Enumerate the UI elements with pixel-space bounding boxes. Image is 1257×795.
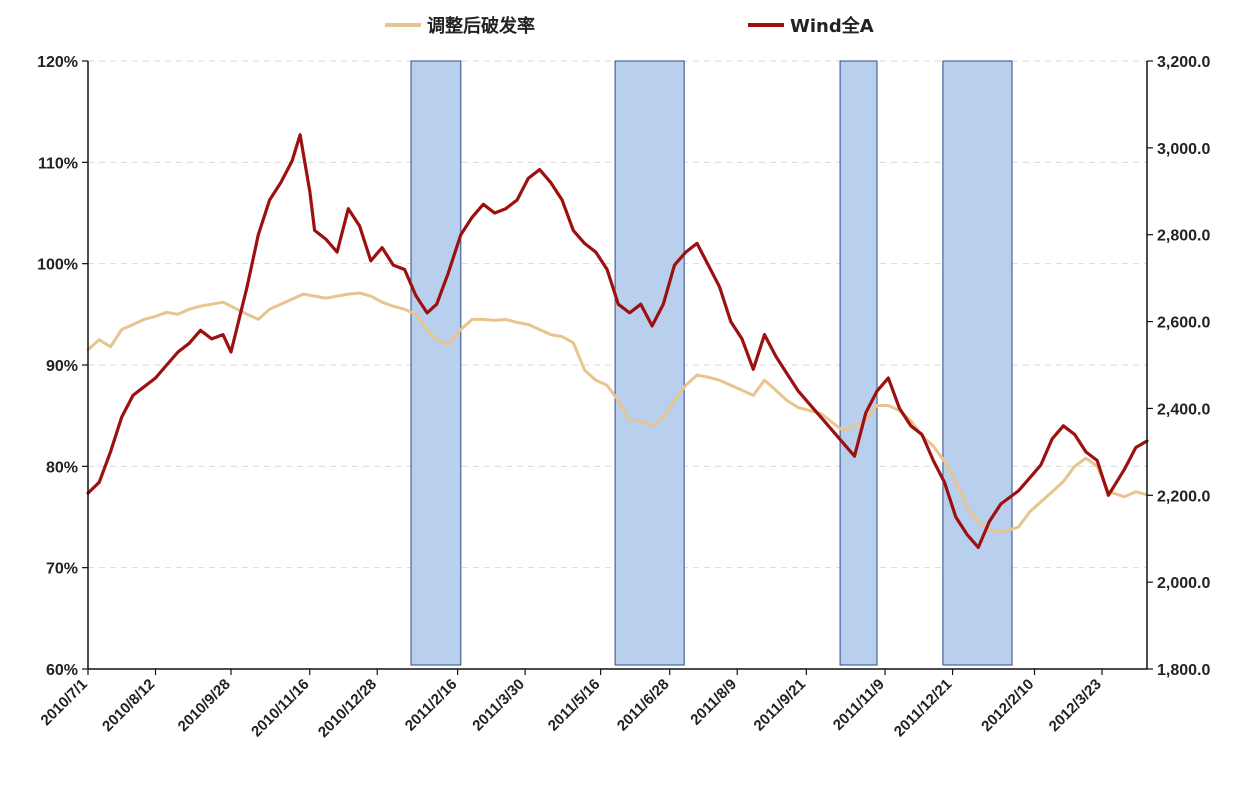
x-tick-label: 2010/9/28 [175, 676, 234, 735]
left-tick-label: 90% [46, 358, 78, 375]
x-tick-label: 2011/5/16 [545, 676, 604, 735]
left-tick-label: 80% [46, 459, 78, 476]
right-tick-label: 1,800.0 [1157, 662, 1210, 679]
x-tick-label: 2011/11/9 [830, 676, 888, 734]
legend-label-1: 调整后破发率 [427, 15, 535, 37]
x-tick-label: 2010/11/16 [248, 676, 313, 741]
series-line-break-rate [86, 291, 1149, 534]
right-tick-label: 3,000.0 [1157, 141, 1210, 158]
x-tick-label: 2011/6/28 [614, 676, 673, 735]
legend-label-2: Wind全A [790, 15, 874, 37]
left-tick-label: 110% [38, 155, 78, 172]
x-tick-label: 2011/2/16 [402, 676, 461, 735]
left-tick-label: 60% [46, 662, 78, 679]
shaded-period-4 [942, 60, 1013, 666]
right-tick-label: 2,200.0 [1157, 488, 1210, 505]
x-tick-label: 2010/7/1 [38, 676, 91, 729]
series-line-wind-a [86, 133, 1149, 549]
left-tick-label: 120% [37, 54, 78, 71]
right-tick-label: 2,600.0 [1157, 315, 1210, 332]
x-tick-label: 2010/12/28 [315, 676, 380, 741]
shaded-period-1 [410, 60, 462, 666]
x-tick-label: 2012/2/10 [978, 676, 1037, 735]
x-tick-label: 2011/9/21 [751, 676, 810, 735]
x-tick-label: 2010/8/12 [99, 676, 158, 735]
right-tick-label: 2,400.0 [1157, 401, 1210, 418]
x-tick-label: 2011/8/9 [687, 676, 740, 729]
right-tick-label: 2,800.0 [1157, 228, 1210, 245]
left-tick-label: 100% [37, 257, 78, 274]
x-tick-label: 2011/12/21 [891, 676, 956, 741]
shaded-period-2 [614, 60, 685, 666]
x-tick-label: 2012/3/23 [1046, 676, 1105, 735]
shaded-period-3 [839, 60, 878, 666]
right-tick-label: 3,200.0 [1157, 54, 1210, 71]
x-tick-label: 2011/3/30 [469, 676, 528, 735]
left-tick-label: 70% [46, 561, 78, 578]
right-tick-label: 2,000.0 [1157, 575, 1210, 592]
